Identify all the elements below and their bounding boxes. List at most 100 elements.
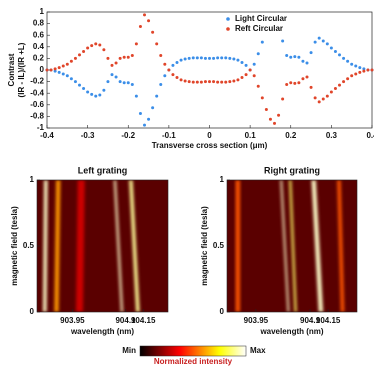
colorbar-min: Min bbox=[122, 346, 136, 355]
stripe bbox=[280, 180, 290, 312]
point bbox=[179, 78, 183, 82]
x-tick-label: 903.95 bbox=[244, 316, 269, 325]
point bbox=[126, 55, 130, 59]
point bbox=[240, 76, 244, 80]
point bbox=[159, 83, 163, 86]
point bbox=[175, 60, 179, 64]
point bbox=[220, 56, 224, 60]
point bbox=[297, 81, 301, 85]
point bbox=[57, 66, 61, 70]
point bbox=[256, 52, 260, 56]
point bbox=[122, 55, 126, 59]
point bbox=[155, 42, 159, 46]
point bbox=[362, 69, 366, 73]
point bbox=[175, 76, 179, 80]
point bbox=[94, 42, 98, 46]
stripe bbox=[43, 180, 48, 312]
point bbox=[171, 63, 175, 67]
point bbox=[199, 80, 203, 84]
point bbox=[78, 53, 81, 57]
point bbox=[78, 83, 81, 87]
stripe bbox=[129, 180, 140, 312]
point bbox=[264, 107, 268, 111]
point bbox=[143, 13, 146, 17]
y-tick-label: -0.8 bbox=[30, 112, 44, 121]
point bbox=[232, 79, 236, 83]
point bbox=[82, 87, 86, 91]
point bbox=[321, 97, 325, 101]
point bbox=[110, 73, 114, 77]
point bbox=[240, 60, 244, 64]
point bbox=[313, 96, 317, 100]
point bbox=[362, 67, 366, 71]
point bbox=[90, 44, 94, 48]
point bbox=[273, 121, 276, 125]
point bbox=[155, 94, 159, 98]
point bbox=[126, 81, 130, 85]
point bbox=[244, 73, 248, 77]
point bbox=[289, 81, 293, 85]
x-tick-label: 903.95 bbox=[60, 316, 85, 325]
y-tick-label: 1 bbox=[40, 7, 45, 16]
y-tick-label: -1 bbox=[37, 123, 45, 132]
point bbox=[203, 56, 207, 60]
point bbox=[285, 54, 289, 57]
y-tick-label: 0.8 bbox=[33, 19, 45, 28]
legend bbox=[222, 13, 296, 35]
x-tick-label: 0.1 bbox=[245, 131, 257, 140]
point bbox=[187, 80, 191, 84]
point bbox=[228, 56, 232, 60]
point bbox=[358, 70, 362, 74]
point bbox=[191, 80, 195, 84]
point bbox=[69, 59, 73, 63]
point bbox=[321, 39, 325, 43]
stripe bbox=[235, 180, 240, 312]
point bbox=[208, 56, 211, 60]
y-tick-label: 0 bbox=[220, 307, 225, 316]
x-axis-label: Transverse cross section (μm) bbox=[152, 141, 268, 150]
point bbox=[260, 96, 264, 100]
point bbox=[301, 77, 305, 81]
colorbar-max: Max bbox=[250, 346, 266, 355]
point bbox=[171, 73, 175, 77]
point bbox=[285, 83, 289, 86]
point bbox=[293, 55, 297, 59]
point bbox=[65, 74, 69, 78]
point bbox=[179, 58, 183, 62]
point bbox=[277, 113, 281, 117]
point bbox=[151, 106, 155, 110]
point bbox=[167, 68, 171, 72]
point bbox=[252, 62, 256, 66]
point bbox=[370, 68, 374, 72]
point bbox=[159, 54, 163, 57]
point bbox=[203, 80, 207, 84]
point bbox=[187, 56, 191, 60]
y-tick-label: -0.6 bbox=[30, 100, 44, 109]
point bbox=[354, 64, 358, 68]
x-tick-label: -0.4 bbox=[40, 131, 54, 140]
x-tick-label: 0 bbox=[207, 131, 212, 140]
point bbox=[236, 58, 240, 62]
x-tick-label: 0.2 bbox=[285, 131, 297, 140]
point bbox=[248, 68, 252, 72]
point bbox=[118, 80, 122, 84]
point bbox=[212, 56, 216, 60]
point bbox=[45, 68, 49, 72]
point bbox=[366, 68, 370, 72]
point bbox=[106, 80, 110, 84]
y-tick-label: 1 bbox=[220, 175, 225, 184]
heatmap bbox=[227, 180, 357, 312]
point bbox=[134, 94, 138, 98]
point bbox=[138, 25, 142, 28]
point bbox=[317, 100, 321, 104]
point bbox=[122, 81, 126, 85]
point bbox=[228, 80, 232, 84]
point bbox=[244, 63, 248, 67]
point bbox=[333, 87, 337, 91]
point bbox=[163, 74, 167, 78]
point bbox=[224, 56, 228, 60]
point bbox=[232, 57, 236, 61]
point bbox=[49, 68, 53, 72]
point bbox=[163, 62, 167, 66]
point bbox=[354, 72, 358, 76]
